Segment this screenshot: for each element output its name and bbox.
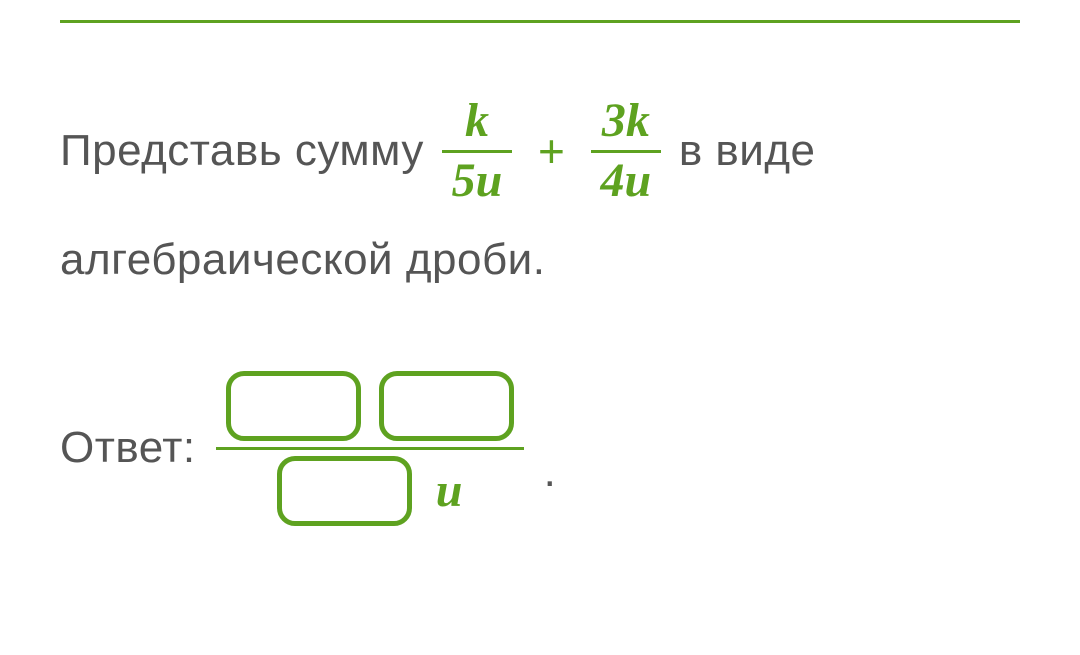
answer-numerator bbox=[216, 365, 524, 447]
problem-text-line2: алгебраической дроби. bbox=[60, 235, 545, 284]
answer-fraction: u bbox=[216, 365, 524, 532]
problem-line-2: алгебраической дроби. bbox=[60, 235, 1020, 285]
answer-blank-den-1[interactable] bbox=[277, 456, 412, 526]
plus-operator: + bbox=[532, 124, 571, 178]
answer-label: Ответ: bbox=[60, 423, 196, 473]
problem-text-before: Представь сумму bbox=[60, 126, 424, 176]
fraction-2: 3k 4u bbox=[591, 93, 661, 210]
fraction-1: k 5u bbox=[442, 93, 512, 210]
answer-blank-num-1[interactable] bbox=[226, 371, 361, 441]
section-divider bbox=[60, 20, 1020, 23]
answer-period: . bbox=[544, 447, 556, 497]
answer-variable-u: u bbox=[436, 463, 463, 518]
answer-denominator: u bbox=[267, 450, 473, 532]
fraction-1-denominator: 5u bbox=[444, 153, 511, 210]
fraction-1-numerator: k bbox=[457, 93, 497, 150]
problem-text-after: в виде bbox=[679, 126, 816, 176]
fraction-2-denominator: 4u bbox=[592, 153, 659, 210]
problem-line-1: Представь сумму k 5u + 3k 4u в виде bbox=[60, 93, 1020, 210]
math-expression: k 5u + 3k 4u bbox=[442, 93, 661, 210]
answer-row: Ответ: u . bbox=[60, 365, 1020, 532]
answer-blank-num-2[interactable] bbox=[379, 371, 514, 441]
fraction-2-numerator: 3k bbox=[594, 93, 658, 150]
